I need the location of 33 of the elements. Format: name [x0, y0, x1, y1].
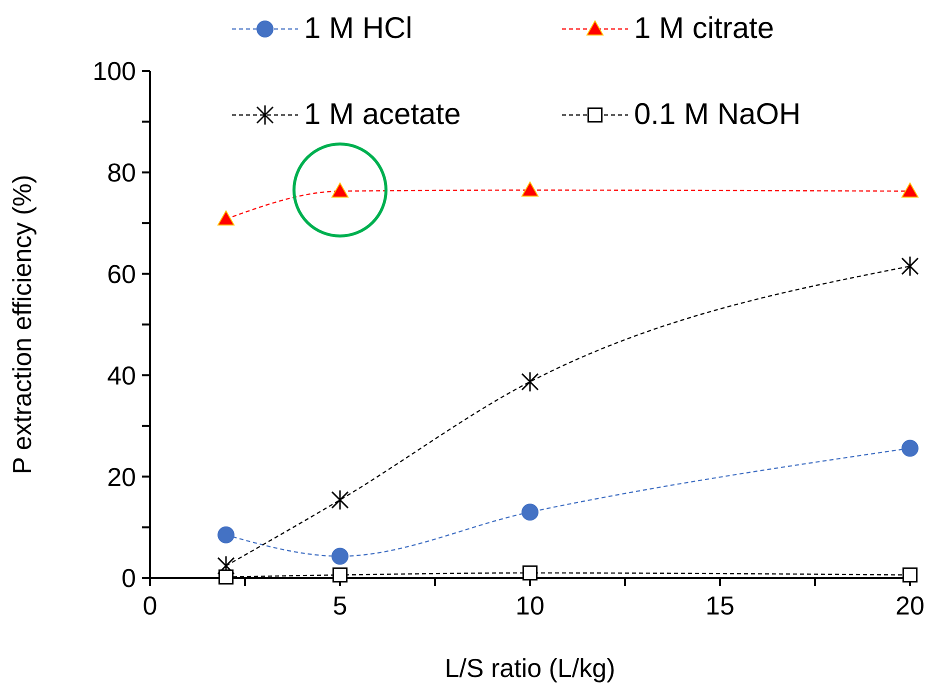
point — [332, 548, 348, 565]
point — [218, 569, 234, 585]
x-tick-label: 20 — [896, 590, 924, 620]
x-tick-label: 5 — [332, 590, 348, 620]
x-tick-label: 15 — [706, 590, 734, 620]
point — [217, 555, 235, 576]
y-tick-label: 100 — [92, 56, 136, 86]
point — [902, 567, 918, 583]
point — [218, 526, 234, 544]
point — [902, 182, 918, 198]
x-axis-title: L/S ratio (L/kg) — [444, 653, 616, 683]
point — [902, 440, 918, 457]
y-tick-label: 80 — [107, 158, 136, 188]
y-tick-label: 60 — [107, 259, 136, 290]
point — [331, 490, 349, 510]
legend-label: 0.1 M NaOH — [634, 98, 801, 132]
point — [332, 182, 348, 198]
x-tick-label: 10 — [516, 590, 544, 620]
point — [901, 256, 919, 277]
point — [522, 504, 538, 521]
y-axis-title: P extraction efficiency (%) — [7, 174, 38, 474]
point — [522, 182, 538, 197]
y-tick-label: 20 — [107, 462, 136, 492]
point — [521, 371, 539, 392]
y-tick-label: 40 — [107, 360, 136, 390]
x-tick-label: 0 — [142, 590, 158, 620]
point — [218, 210, 234, 226]
legend-label: 1 M HCl — [304, 12, 412, 46]
point — [332, 567, 348, 583]
legend-label: 1 M citrate — [634, 12, 774, 46]
point — [522, 565, 538, 580]
y-tick-label: 0 — [122, 563, 136, 594]
legend-label: 1 M acetate — [304, 98, 461, 132]
